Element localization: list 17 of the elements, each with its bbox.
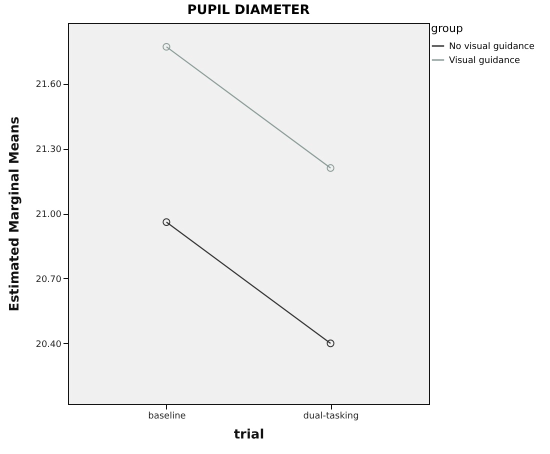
point — [326, 164, 334, 172]
x-axis-title: trial — [234, 428, 264, 442]
chart-title: PUPIL DIAMETER — [187, 3, 310, 18]
point — [326, 340, 334, 348]
x-tick-label: dual-tasking — [303, 412, 359, 422]
legend-label: No visual guidance — [449, 42, 535, 52]
y-tick-label: 21.00 — [36, 210, 62, 220]
legend-title: group — [431, 22, 463, 35]
point — [162, 42, 170, 51]
x-tick-label: baseline — [148, 412, 186, 422]
y-tick-label: 20.40 — [36, 340, 62, 350]
y-tick-label: 21.60 — [36, 80, 62, 90]
legend-label: Visual guidance — [449, 56, 521, 66]
y-tick-label: 20.70 — [36, 274, 62, 285]
y-tick-label: 21.30 — [36, 145, 62, 156]
y-axis-title: Estimated Marginal Means — [8, 116, 23, 312]
point — [162, 218, 170, 226]
